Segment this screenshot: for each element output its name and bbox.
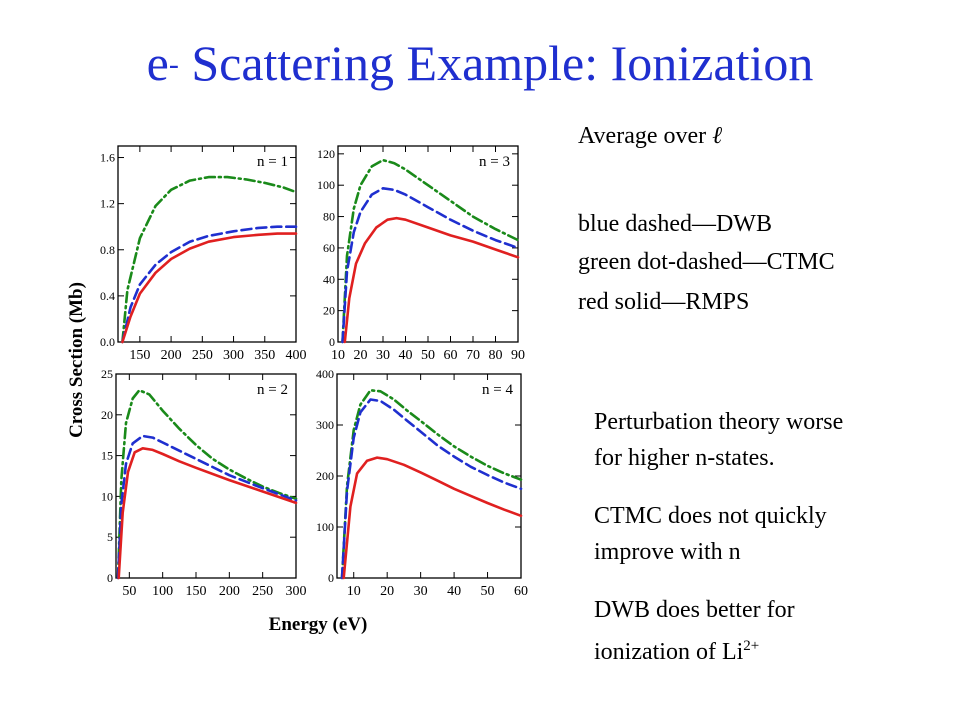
note-line-2: for higher n-states. <box>594 445 775 471</box>
x-axis-label: Energy (eV) <box>269 614 368 635</box>
y-tick-label: 40 <box>323 272 335 286</box>
x-tick-label: 30 <box>414 584 428 599</box>
y-tick-label: 20 <box>101 408 113 422</box>
series-line-dwb <box>340 398 523 580</box>
series-line-ctmc <box>341 158 520 344</box>
panel-2: 10 20 30 40 50 60 70 80 90 0 20 40 60 80 100 120 n = 3 <box>317 145 525 363</box>
average-text: Average over <box>578 123 713 149</box>
li-superscript: 2+ <box>743 638 760 654</box>
x-tick-label: 150 <box>186 584 207 599</box>
ell-symbol: ℓ <box>712 123 723 149</box>
x-tick-label: 20 <box>380 584 394 599</box>
legend-line-dwb: blue dashed—DWB <box>578 211 772 237</box>
x-tick-label: 100 <box>152 584 173 599</box>
y-tick-label: 0.0 <box>100 335 115 349</box>
legend-line-rmps: red solid—RMPS <box>578 289 750 315</box>
x-tick-label: 50 <box>122 584 136 599</box>
series-line-rmps <box>121 232 298 344</box>
y-tick-label: 120 <box>317 147 335 161</box>
panel-frame <box>115 373 297 579</box>
x-tick-label: 250 <box>192 348 213 363</box>
y-tick-label: 300 <box>316 418 334 432</box>
y-tick-label: 15 <box>101 449 113 463</box>
panel-1: 150 200 250 300 350 400 0.0 0.4 0.8 1.2 1.6 n = 1 <box>100 145 307 363</box>
x-tick-label: 80 <box>489 348 503 363</box>
x-tick-label: 70 <box>466 348 480 363</box>
y-tick-label: 1.2 <box>100 197 115 211</box>
panel-label: n = 2 <box>257 382 288 398</box>
y-tick-label: 5 <box>107 530 113 544</box>
y-tick-label: 1.6 <box>100 151 115 165</box>
y-tick-label: 25 <box>101 367 113 381</box>
x-tick-label: 10 <box>347 584 361 599</box>
y-tick-label: 400 <box>316 367 334 381</box>
series-line-dwb <box>121 225 298 344</box>
x-tick-label: 10 <box>331 348 345 363</box>
li-text: ionization of Li <box>594 639 744 665</box>
series-line-rmps <box>343 216 520 344</box>
x-tick-label: 20 <box>354 348 368 363</box>
y-tick-label: 100 <box>317 178 335 192</box>
y-axis-label: Cross Section (Mb) <box>66 282 87 438</box>
legend-line-ctmc: green dot-dashed—CTMC <box>578 249 835 275</box>
y-tick-label: 60 <box>323 241 335 255</box>
panel-label: n = 1 <box>257 154 288 170</box>
title-electron: e <box>146 35 169 91</box>
x-tick-label: 350 <box>254 348 275 363</box>
note-line-1: Perturbation theory worse <box>594 409 844 435</box>
x-tick-label: 300 <box>223 348 244 363</box>
panel-label: n = 3 <box>479 154 510 170</box>
x-tick-label: 250 <box>252 584 273 599</box>
x-tick-label: 50 <box>421 348 435 363</box>
series-line-rmps <box>117 446 298 580</box>
panel-3: 50 100 150 200 250 300 0 5 10 15 20 25 n = 2 <box>101 367 307 599</box>
series-line-ctmc <box>340 388 523 580</box>
y-tick-label: 10 <box>101 489 113 503</box>
note-line-4: improve with n <box>594 539 741 565</box>
x-tick-label: 200 <box>161 348 182 363</box>
y-tick-label: 0 <box>329 335 335 349</box>
title-superscript: - <box>168 48 179 81</box>
series-line-dwb <box>116 434 298 580</box>
average-note: Average over ℓ <box>578 120 722 152</box>
series-line-ctmc <box>121 175 298 344</box>
series-line-dwb <box>341 187 520 344</box>
panel-frame <box>117 145 297 343</box>
x-tick-label: 150 <box>129 348 150 363</box>
series-line-ctmc <box>116 388 298 580</box>
y-tick-label: 100 <box>316 520 334 534</box>
x-tick-label: 50 <box>481 584 495 599</box>
y-tick-label: 0 <box>107 571 113 585</box>
x-tick-label: 40 <box>447 584 461 599</box>
x-tick-label: 60 <box>444 348 458 363</box>
note-line-3: CTMC does not quickly <box>594 503 827 529</box>
series-line-rmps <box>342 456 523 580</box>
y-tick-label: 0 <box>328 571 334 585</box>
x-tick-label: 400 <box>286 348 307 363</box>
x-tick-label: 60 <box>514 584 528 599</box>
x-tick-label: 300 <box>286 584 307 599</box>
x-tick-label: 90 <box>511 348 525 363</box>
note-line-6: ionization of Li2+ <box>594 630 759 668</box>
x-tick-label: 40 <box>399 348 413 363</box>
slide-title: e- Scattering Example: Ionization <box>0 28 960 98</box>
y-tick-label: 0.8 <box>100 243 115 257</box>
x-tick-label: 30 <box>376 348 390 363</box>
panel-4: 10 20 30 40 50 60 0 100 200 300 400 n = 4 <box>316 367 528 599</box>
y-tick-label: 200 <box>316 469 334 483</box>
y-tick-label: 0.4 <box>100 289 115 303</box>
y-tick-label: 20 <box>323 304 335 318</box>
y-tick-label: 80 <box>323 210 335 224</box>
note-line-5: DWB does better for <box>594 597 795 623</box>
panel-label: n = 4 <box>482 382 513 398</box>
x-tick-label: 200 <box>219 584 240 599</box>
title-text: Scattering Example: Ionization <box>178 35 814 91</box>
